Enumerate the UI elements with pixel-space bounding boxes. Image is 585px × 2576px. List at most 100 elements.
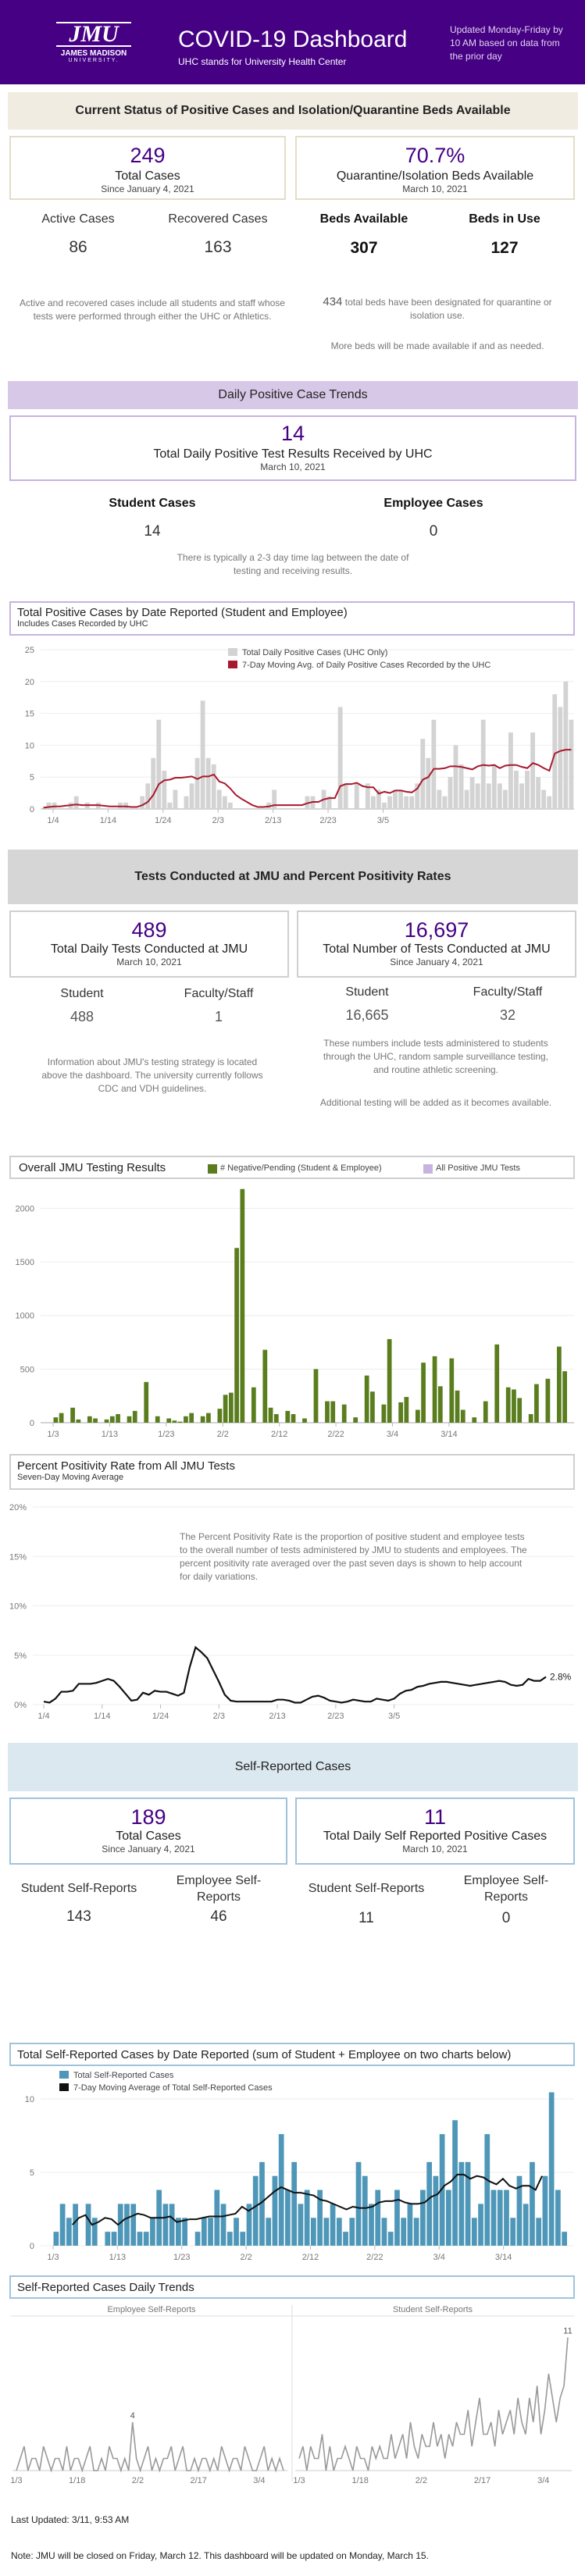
chart4-bar (445, 2189, 451, 2246)
chart2-bar (557, 1346, 562, 1423)
chart4-bar (439, 2134, 445, 2246)
tests-note-right2: Additional testing will be added as it b… (319, 1097, 552, 1108)
chart2-legend-pos: All Positive JMU Tests (436, 1163, 520, 1173)
x-tick-label: 1/4 (47, 816, 59, 825)
chart5-right-title: Student Self-Reports (393, 2305, 473, 2314)
chart1-bar (486, 783, 491, 809)
chart4-bar (407, 2204, 413, 2246)
self-daily-card: 11 Total Daily Self Reported Positive Ca… (295, 1797, 575, 1865)
daily-tests-sub: March 10, 2021 (116, 957, 182, 967)
chart2-legend-swatch-pos (423, 1164, 433, 1174)
chart4-bar (465, 2161, 471, 2246)
chart2-bar (132, 1410, 137, 1423)
chart4-bar (143, 2232, 149, 2246)
chart2-bar (325, 1401, 330, 1423)
chart2-bar (432, 1356, 437, 1423)
y-tick-label: 1500 (16, 1258, 34, 1267)
chart4-bar (555, 2189, 561, 2246)
x-tick-label: 3/4 (537, 2476, 549, 2485)
status-note-left: Active and recovered cases include all s… (20, 298, 285, 322)
chart4-bar (278, 2134, 284, 2246)
chart1-bar (536, 777, 541, 809)
x-tick-label: 1/18 (69, 2476, 85, 2485)
chart2-plot: 0 500 1000 1500 2000 1/3 1/13 1/23 2/2 2/12 2/22 3/… (16, 1188, 574, 1439)
chart1-bar (431, 719, 437, 809)
x-tick-label: 2/2 (416, 2476, 427, 2485)
total-cases-card: 249 Total Cases Since January 4, 2021 (9, 136, 286, 200)
x-tick-label: 2/22 (366, 2253, 383, 2262)
beds-percent-value: 70.7% (405, 144, 466, 167)
chart4-bar (111, 2232, 117, 2246)
chart2-bar (262, 1349, 268, 1423)
chart1-bar (475, 783, 480, 809)
chart1-bar (382, 802, 387, 809)
chart2-bar (87, 1416, 92, 1423)
chart4-bar (433, 2175, 439, 2246)
x-tick-label: 1/3 (293, 2476, 305, 2485)
chart4-bar (240, 2232, 246, 2246)
x-tick-label: 2/23 (319, 816, 336, 825)
x-tick-label: 1/13 (102, 1430, 118, 1439)
chart1-bar (393, 789, 398, 809)
chart4-bar (355, 2161, 362, 2246)
chart2-bar (398, 1402, 403, 1423)
chart4-bar (369, 2204, 374, 2246)
y-tick-label: 10 (25, 741, 34, 750)
chart4-bar (208, 2218, 213, 2246)
daily-tests-card: 489 Total Daily Tests Conducted at JMU M… (9, 910, 289, 978)
chart4-bar (426, 2161, 433, 2246)
chart1-bar (211, 764, 216, 809)
chart1-legend-bars: Total Daily Positive Cases (UHC Only) (242, 648, 387, 657)
total-cases-label: Total Cases (115, 169, 180, 183)
x-tick-label: 2/22 (327, 1430, 344, 1439)
chart4-bar (150, 2218, 155, 2246)
chart4-bar (343, 2232, 348, 2246)
x-tick-label: 1/14 (100, 816, 116, 825)
chart2-bar (364, 1375, 369, 1423)
chart1-bar (167, 802, 173, 809)
status-note-right: 434 total beds have been designated for … (323, 295, 552, 321)
self-daily-value: 11 (423, 1805, 447, 1829)
x-tick-label: 2/23 (327, 1712, 344, 1721)
daily-note: There is typically a 2-3 day time lag be… (177, 552, 409, 576)
x-tick-label: 2/3 (212, 816, 224, 825)
y-tick-label: 10% (9, 1602, 27, 1612)
x-tick-label: 1/24 (152, 1712, 169, 1721)
chart1-bar (448, 777, 453, 809)
y-tick-label: 0% (14, 1701, 27, 1710)
jmu-logo[interactable]: JMU JAMES MADISON UNIVERSITY. (56, 22, 131, 63)
chart1-bar (464, 789, 469, 809)
chart2-bar (166, 1418, 172, 1423)
chart1-bar (216, 789, 222, 809)
daily-positive-card: 14 Total Daily Positive Test Results Rec… (9, 415, 576, 481)
chart2-bar (370, 1391, 375, 1423)
chart1-bar (547, 796, 552, 809)
y-tick-label: 5% (14, 1651, 27, 1661)
x-tick-label: 2/12 (271, 1430, 287, 1439)
chart2-bar (534, 1384, 539, 1423)
chart2-bar (206, 1413, 211, 1423)
chart4-legend-swatch-bars (59, 2071, 69, 2079)
self-daily-sub: March 10, 2021 (402, 1844, 468, 1855)
x-tick-label: 2/3 (213, 1712, 225, 1721)
chart2-bar (223, 1395, 228, 1423)
x-tick-label: 1/14 (94, 1712, 110, 1721)
chart4-bar (194, 2232, 201, 2246)
chart4-legend-line: 7-Day Moving Average of Total Self-Repor… (73, 2083, 273, 2093)
chart4-bar (169, 2204, 175, 2246)
chart1-bar (409, 796, 415, 809)
chart1-subtitle: Includes Cases Recorded by UHC (17, 619, 148, 629)
tests-student-label: Student (60, 987, 104, 1000)
chart4-bar (291, 2161, 298, 2246)
recovered-cases-label: Recovered Cases (168, 212, 268, 226)
chart2-bar (240, 1188, 245, 1423)
self-banner: Self-Reported Cases (8, 1743, 578, 1791)
chart1-title: Total Positive Cases by Date Reported (S… (17, 606, 348, 619)
chart2-bar (104, 1419, 109, 1423)
x-tick-label: 1/18 (351, 2476, 368, 2485)
chart1-bar (184, 796, 189, 809)
daily-tests-label: Total Daily Tests Conducted at JMU (50, 942, 248, 956)
chart4-bar (272, 2175, 278, 2246)
chart2-bar (234, 1248, 239, 1423)
beds-in-use-label: Beds in Use (469, 212, 540, 226)
